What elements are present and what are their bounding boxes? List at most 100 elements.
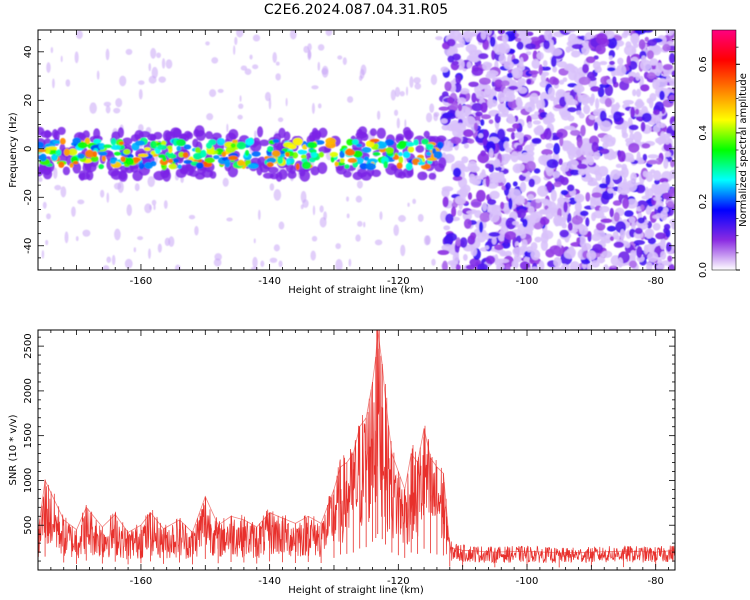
spectrogram-noise-cell	[650, 169, 656, 174]
spectrogram-noise-cell	[510, 188, 522, 199]
spectrogram-speckle	[50, 46, 54, 54]
spectrogram-band-cell	[385, 147, 395, 154]
spectrogram-speckle	[138, 89, 143, 100]
spectrogram-noise-cell	[668, 263, 675, 270]
spectrogram-speckle	[151, 199, 157, 206]
spectrogram-band-cell	[367, 158, 378, 164]
spectrogram-noise-cell	[634, 30, 647, 35]
spectrogram-noise-cell	[549, 245, 562, 255]
spectrogram-noise-cell	[541, 149, 553, 156]
spectrogram-speckle	[60, 186, 67, 198]
spectrogram-band-cell	[77, 153, 85, 159]
spectrogram-band-cell	[426, 157, 438, 161]
spectrogram-band-halo	[318, 146, 331, 154]
spectrogram-noise-cell	[470, 31, 477, 37]
spectrogram-noise-cell	[539, 216, 550, 226]
spectrogram-noise-cell	[516, 163, 525, 172]
spectrogram-noise-cell	[550, 189, 557, 202]
colorbar: 0.0 0.2 0.4 0.6 Normalized spectral amplitu…	[698, 29, 749, 278]
spectrogram-noise-cell	[530, 36, 540, 41]
spectrogram-speckle	[311, 235, 318, 242]
spectrogram-noise-cell	[461, 156, 469, 164]
spectrogram-speckle	[272, 51, 277, 63]
spectrogram-speckle	[400, 244, 406, 257]
spectrogram-noise-cell	[531, 58, 540, 69]
spectrogram-band-cell	[228, 155, 239, 161]
spectrogram-noise-cell	[442, 196, 449, 208]
spectrogram-noise-cell	[610, 169, 621, 180]
spectrogram-noise-cell	[510, 132, 516, 140]
spectrogram-band-cell	[63, 148, 70, 157]
snr-panel: -160 -140 -120 -100 -80 5001000150020002500 …	[8, 329, 676, 596]
x-tick-label: -80	[648, 276, 664, 287]
spectrogram-noise-cell	[569, 261, 580, 270]
spectrogram-noise-cell	[480, 102, 488, 113]
spectrogram-noise-cell	[503, 60, 515, 70]
spectrogram-noise-cell	[533, 168, 541, 174]
spectrogram-speckle	[254, 130, 257, 139]
spectrogram-speckle	[102, 265, 110, 270]
spectrogram-noise-cell	[614, 124, 626, 130]
spectrogram-noise-cell	[668, 52, 675, 64]
x-tick-label: -120	[387, 576, 410, 587]
spectrogram-noise-cell	[633, 239, 646, 246]
spectrogram-noise-cell	[481, 169, 486, 178]
spectrogram-speckle	[125, 48, 133, 55]
x-tick-label: -80	[648, 576, 664, 587]
spectrogram-speckle	[252, 64, 259, 70]
spectrogram-band-halo	[193, 129, 200, 137]
spectrogram-noise-cell	[652, 196, 663, 201]
y-tick-label: -40	[23, 238, 34, 254]
spectrogram-noise-cell	[503, 87, 511, 96]
spectrogram-noise-cell	[466, 61, 472, 69]
spectrogram-noise-cell	[497, 128, 506, 141]
spectrogram-noise-cell	[613, 111, 622, 122]
spectrogram-noise-cell	[437, 249, 450, 256]
spectrogram-noise-cell	[556, 132, 564, 138]
spectrogram-speckle	[151, 66, 158, 79]
spectrogram-noise-cell	[442, 112, 454, 119]
spectrogram-band-halo	[228, 128, 239, 140]
spectrogram-band-cell	[247, 163, 259, 169]
spectrogram-noise-cell	[477, 263, 489, 270]
spectrogram-noise-cell	[604, 97, 613, 108]
spectrogram-speckle	[409, 76, 414, 88]
spectrogram-noise-cell	[626, 55, 631, 67]
spectrogram-noise-cell	[647, 251, 659, 263]
spectrogram-noise-cell	[483, 89, 494, 99]
spectrogram-noise-cell	[541, 230, 554, 240]
spectrogram-band-halo	[395, 133, 405, 141]
snr-x-ticks: -160 -140 -120 -100 -80	[37, 330, 669, 587]
spectrogram-band-cell	[352, 139, 359, 145]
spectrogram-band-halo	[78, 170, 86, 181]
spectrogram-speckle	[393, 224, 399, 237]
spectrogram-noise-cell	[615, 163, 623, 169]
spectrogram-band-cell	[195, 162, 204, 169]
spectrogram-noise-cell	[560, 110, 572, 121]
spectrogram-noise-cell	[469, 165, 480, 173]
spectrogram-noise-cell	[487, 199, 497, 205]
spectrogram-speckle	[278, 221, 285, 230]
spectrogram-noise-cell	[546, 158, 559, 169]
spectrogram-noise-cell	[644, 186, 649, 199]
spectrogram-noise-cell	[477, 53, 489, 60]
spectrogram-noise-cell	[583, 104, 591, 115]
spectrogram-band-cell	[138, 162, 145, 170]
spectrogram-band-cell	[309, 149, 317, 154]
spectrogram-speckle	[119, 75, 127, 87]
spectrogram-noise-cell	[578, 223, 584, 232]
spectrogram-band-cell	[177, 164, 182, 169]
spectrogram-noise-cell	[538, 64, 543, 76]
spectrogram-noise-cell	[599, 120, 612, 132]
spectrogram-noise-cell	[665, 242, 672, 252]
spectrogram-noise-cell	[471, 102, 484, 112]
spectrogram-noise-cell	[585, 192, 591, 202]
spectrogram-noise-cell	[563, 125, 576, 130]
spectrogram-band-halo	[44, 129, 52, 139]
spectrogram-band-cell	[271, 150, 281, 158]
spectrogram-noise-cell	[631, 33, 639, 39]
spectrogram-noise-cell	[543, 39, 550, 50]
spectrogram-band-cell	[161, 140, 167, 146]
spectrogram-band-halo	[192, 138, 199, 148]
spectrogram-band-halo	[287, 170, 297, 179]
